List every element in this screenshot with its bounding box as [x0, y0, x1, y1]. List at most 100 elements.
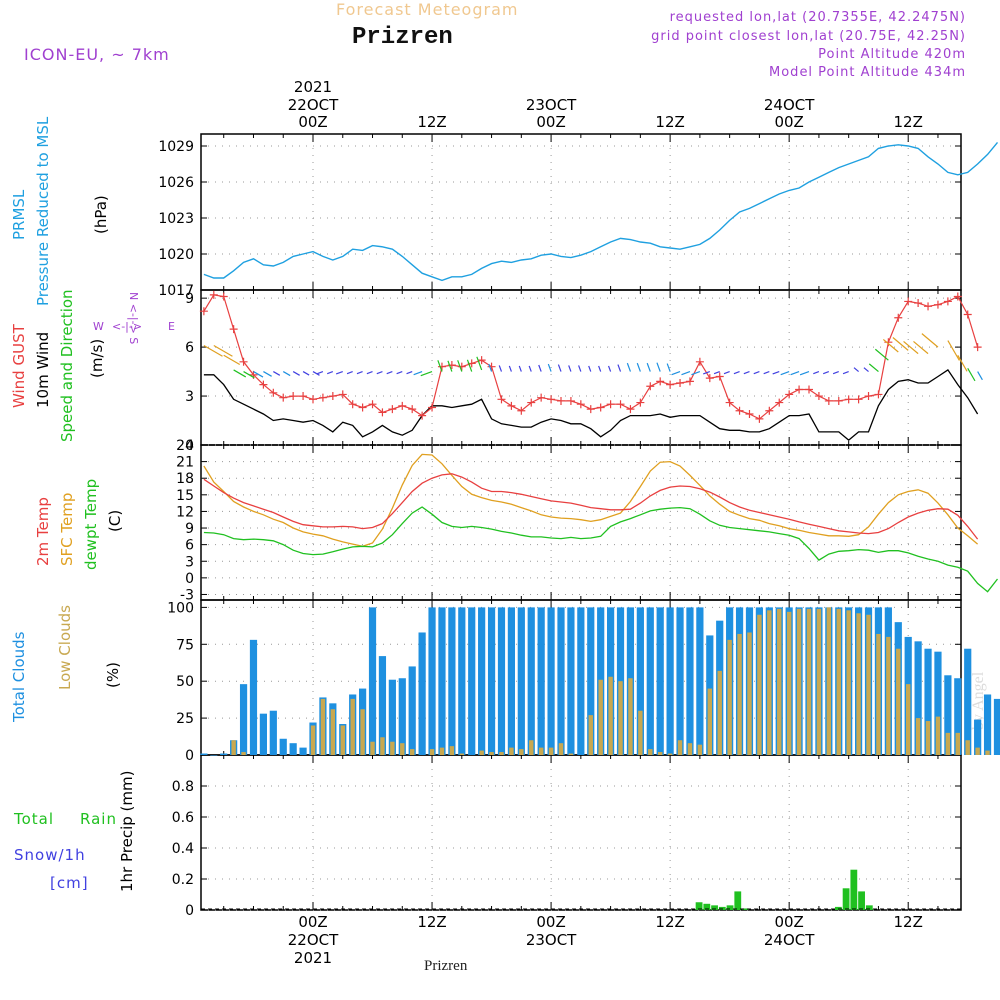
gust-marker	[229, 325, 238, 334]
low-cloud-bar	[390, 741, 395, 755]
wind-direction-arrow	[437, 360, 443, 372]
wind-direction-arrow	[538, 364, 542, 372]
low-cloud-bar	[965, 740, 970, 755]
gust-marker	[924, 302, 933, 311]
gust-marker	[576, 400, 585, 409]
low-cloud-bar	[638, 710, 643, 755]
total-cloud-bar	[696, 607, 704, 755]
low-cloud-bar	[558, 743, 564, 755]
wind-direction-arrow	[813, 371, 820, 375]
y-tick-label: 0.4	[172, 841, 194, 857]
precip-rain-label: Rain	[80, 810, 117, 828]
gust-marker	[735, 406, 744, 415]
gust-marker	[408, 405, 417, 414]
total-cloud-bar	[636, 607, 644, 755]
gust-marker	[259, 380, 268, 389]
gust-marker	[517, 406, 526, 415]
y-tick-label: 1017	[158, 283, 194, 299]
total-cloud-bar	[418, 632, 426, 755]
wind-direction-arrow	[578, 365, 582, 372]
wind-direction-arrow	[528, 365, 532, 372]
total-cloud-bar	[378, 656, 387, 755]
y-tick-label: 9	[185, 521, 194, 537]
wind-direction-arrow	[713, 371, 720, 375]
gust-marker	[368, 400, 377, 409]
y-tick-label: 6	[185, 340, 194, 356]
low-cloud-bar	[588, 715, 593, 755]
y-tick-label: 0	[185, 438, 194, 454]
wind-direction-arrow	[263, 371, 272, 377]
bottom-time-label: 12Z	[894, 913, 923, 931]
gust-marker	[795, 385, 804, 394]
low-cloud-bar	[727, 639, 732, 755]
wind-direction-arrow	[508, 365, 512, 372]
rain-bar	[865, 905, 873, 910]
y-tick-label: 0.8	[172, 779, 194, 795]
total-cloud-bar	[934, 651, 942, 755]
y-tick-label: 12	[176, 504, 194, 520]
wind-direction-arrow	[772, 371, 780, 375]
total-cloud-bar	[914, 641, 922, 755]
low-cloud-bar	[330, 709, 336, 755]
rain-bar	[834, 906, 842, 910]
low-cloud-bar	[687, 743, 693, 755]
gust-marker	[904, 297, 913, 306]
top-date-label: 24OCT	[764, 96, 815, 114]
low-cloud-bar	[658, 752, 663, 755]
total-cloud-bar	[964, 648, 972, 755]
gust-marker	[626, 405, 635, 414]
gust-marker	[318, 393, 327, 402]
gust-marker	[854, 395, 863, 404]
total-cloud-bar	[259, 713, 267, 755]
wind-direction-arrow	[863, 367, 869, 373]
total-cloud-bar	[220, 753, 228, 755]
gust-marker	[437, 362, 446, 371]
y-tick-label: 25	[176, 711, 194, 727]
wind-direction-arrow	[799, 371, 810, 376]
low-cloud-bar	[717, 670, 722, 755]
low-cloud-bar	[598, 679, 603, 755]
low-cloud-bar	[945, 732, 951, 755]
y-tick-label: 3	[185, 554, 194, 570]
low-cloud-bar	[509, 747, 514, 755]
gust-marker	[289, 392, 298, 401]
wind-direction-arrow	[598, 365, 602, 372]
rain-bar	[718, 906, 726, 910]
gust-marker	[328, 392, 337, 401]
gust-marker	[943, 297, 952, 306]
y-tick-label: 1023	[158, 211, 194, 227]
low-cloud-bar	[846, 610, 851, 755]
wind-direction-arrow	[476, 356, 483, 371]
total-cloud-bar	[993, 698, 1000, 755]
point-altitude: Point Altitude 420m	[818, 47, 966, 62]
wind-direction-arrow	[366, 371, 373, 375]
total-cloud-bar	[676, 607, 684, 755]
low-cloud-bar	[499, 752, 504, 755]
rain-bar	[734, 891, 742, 910]
y-tick-label: 0.6	[172, 810, 194, 826]
wind-direction-arrow	[346, 371, 353, 375]
wind-direction-arrow	[312, 371, 320, 376]
gust-marker	[646, 382, 655, 391]
gust-marker	[378, 408, 387, 417]
gust-marker	[477, 356, 486, 365]
gust-marker	[914, 299, 923, 308]
low-cloud-bar	[310, 725, 316, 755]
low-cloud-bar	[707, 688, 712, 755]
wind-direction-arrow	[317, 371, 324, 375]
wind-direction-arrow	[292, 371, 300, 376]
gust-marker	[656, 377, 665, 386]
total-cloud-bar	[438, 607, 446, 755]
y-tick-label: 1026	[158, 175, 194, 191]
gust-marker	[388, 405, 397, 414]
total-cloud-bar	[974, 719, 982, 755]
y-tick-label: 15	[176, 488, 194, 504]
gust-marker	[547, 395, 556, 404]
low-cloud-bar	[459, 753, 464, 755]
wind-direction-arrow	[671, 371, 681, 376]
precip-total-label: Total	[14, 810, 55, 828]
gust-marker	[299, 392, 308, 401]
top-time-label: 12Z	[417, 113, 446, 131]
low-cloud-bar	[747, 632, 752, 755]
